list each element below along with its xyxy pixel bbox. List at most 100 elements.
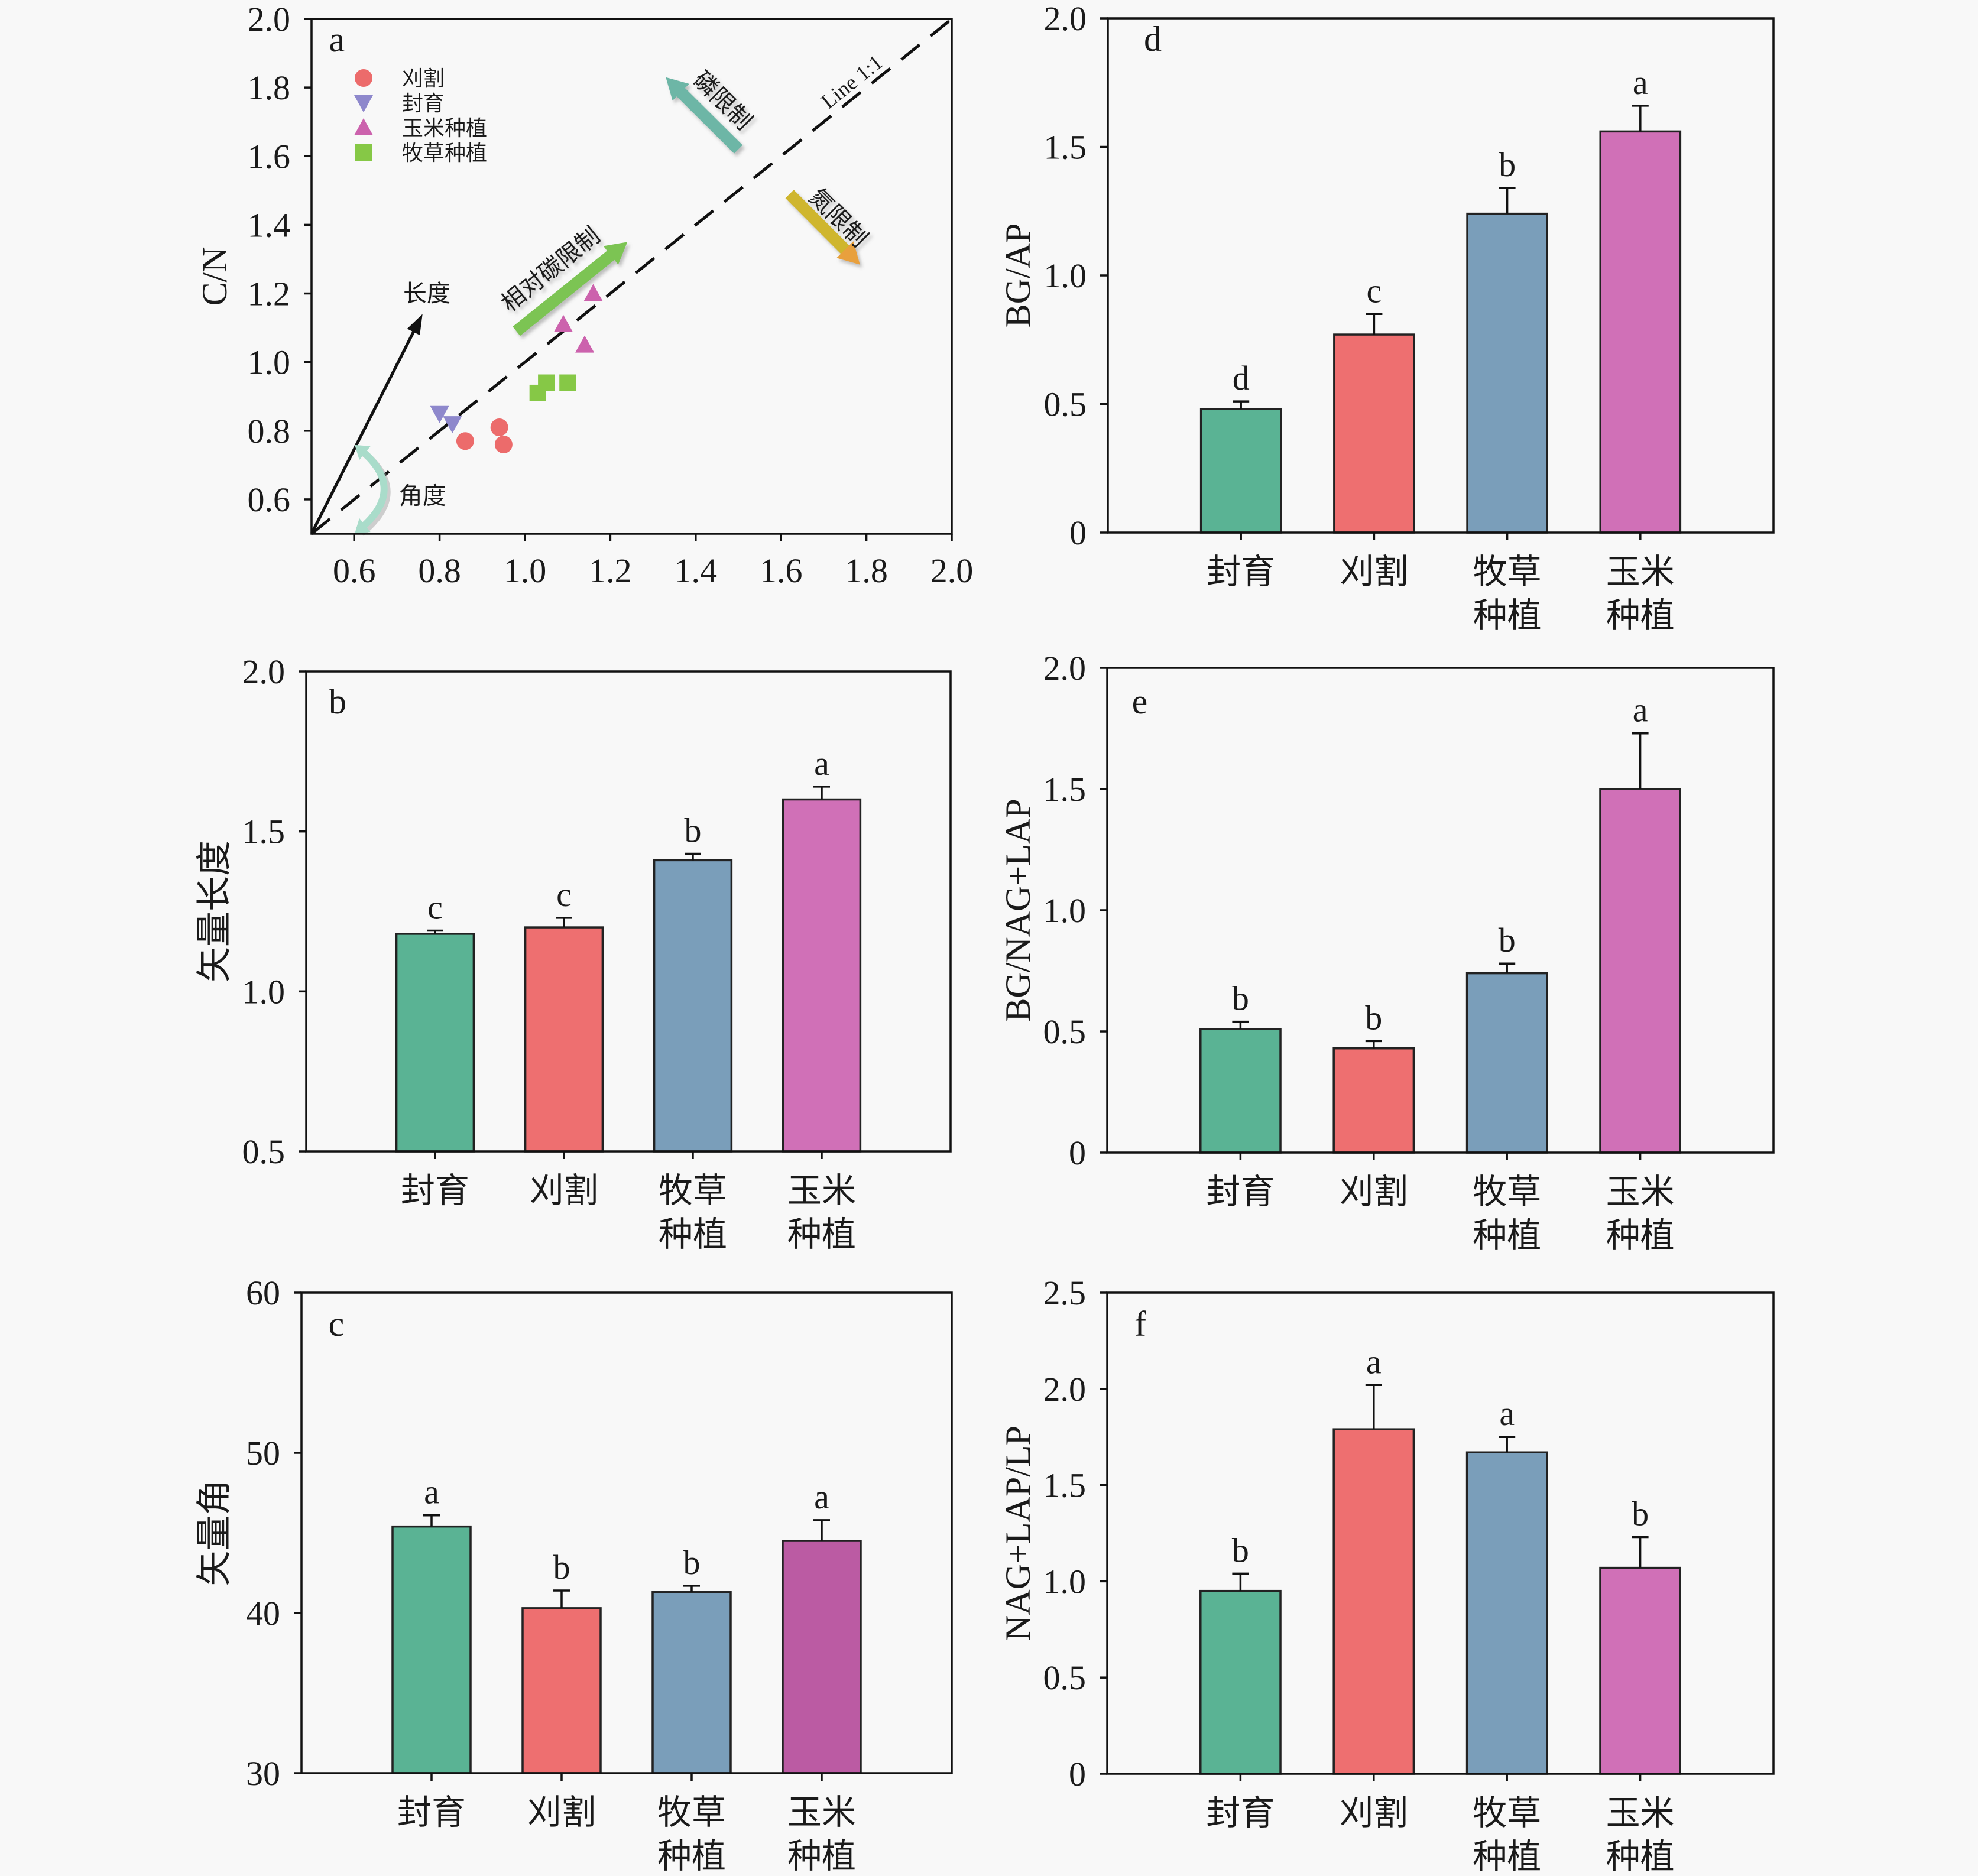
- length-label: 长度: [403, 280, 450, 307]
- bar: [1332, 1428, 1415, 1775]
- bar-group: b: [651, 1543, 732, 1774]
- y-axis-label: 矢量长度: [195, 840, 234, 982]
- legend-marker: [355, 69, 372, 87]
- panel-label: d: [1144, 20, 1162, 59]
- y-tick-label: 1.2: [248, 275, 291, 313]
- bar: [395, 933, 475, 1153]
- scatter-point: [494, 436, 513, 454]
- bar: [1332, 1047, 1415, 1154]
- significance-letter: b: [1232, 979, 1249, 1018]
- bar-group: b: [521, 1548, 602, 1774]
- y-axis-label: 矢量角: [195, 1480, 234, 1586]
- plot-frame: [1106, 1291, 1775, 1775]
- significance-letter: b: [685, 812, 702, 850]
- significance-letter: b: [1365, 998, 1382, 1037]
- annotation-p-limit: 磷限制: [666, 66, 757, 154]
- plot-frame: [310, 18, 953, 535]
- panel-d: 0 0.5 1.0 1.5 2.0 BG/AP d d 封育 c 刈割 b 牧草种植 a 玉米种植: [998, 0, 1775, 635]
- bar: [1199, 1589, 1282, 1775]
- x-tick-label: 种植: [787, 1215, 856, 1254]
- y-tick-label: 1.0: [242, 972, 286, 1011]
- x-tick-label: 1.0: [504, 551, 547, 590]
- significance-letter: c: [556, 875, 572, 914]
- y-tick-label: 2.5: [1043, 1274, 1087, 1312]
- legend-item: 刈割: [355, 67, 445, 90]
- relative-c-limit-arrow-head: [603, 242, 628, 265]
- significance-letter: c: [1367, 271, 1382, 310]
- x-tick-label: 牧草: [657, 1793, 726, 1832]
- x-tick-label: 1.4: [675, 551, 718, 590]
- panel-label: a: [329, 20, 345, 59]
- bar-group: b: [1599, 1495, 1681, 1775]
- y-tick-label: 1.5: [242, 813, 286, 851]
- legend-label: 牧草种植: [402, 141, 487, 165]
- scatter-point: [583, 284, 603, 301]
- bar: [782, 798, 862, 1153]
- bar: [1466, 212, 1548, 534]
- significance-letter: a: [1499, 1394, 1515, 1433]
- significance-letter: b: [1632, 1495, 1649, 1533]
- bar: [1199, 1028, 1282, 1154]
- x-tick-label: 牧草: [659, 1171, 727, 1210]
- y-tick-label: 1.4: [248, 206, 291, 244]
- bar-group: b: [1199, 1531, 1282, 1775]
- plot-frame: [1107, 17, 1775, 534]
- panel-label: c: [329, 1304, 345, 1343]
- x-tick-label: 封育: [1207, 553, 1275, 591]
- plot-frame: [300, 1291, 953, 1774]
- y-axis-label: BG/AP: [998, 223, 1037, 328]
- y-tick-label: 1.5: [1044, 128, 1087, 167]
- panel-label: b: [329, 682, 346, 721]
- bar: [1199, 408, 1282, 534]
- x-tick-label: 1.6: [760, 551, 803, 590]
- y-tick-label: 2.0: [1044, 0, 1087, 38]
- significance-letter: d: [1233, 359, 1250, 397]
- y-tick-label: 1.6: [248, 137, 291, 176]
- bar: [1599, 130, 1682, 534]
- length-arrow-head: [407, 314, 423, 336]
- x-tick-label: 玉米: [1606, 1794, 1675, 1832]
- y-tick-label: 2.0: [242, 653, 286, 691]
- y-tick-label: 0.5: [1044, 385, 1087, 424]
- x-tick-label: 1.2: [589, 551, 632, 590]
- angle-arc-head-end: [355, 518, 371, 534]
- panel-b: 0.5 1.0 1.5 2.0 矢量长度 b c 封育 c 刈割 b 牧草种植 a 玉米种植: [195, 653, 952, 1254]
- x-tick-label: 1.8: [845, 551, 888, 590]
- bar-group: a: [782, 1478, 862, 1774]
- y-tick-label: 0.8: [248, 412, 291, 450]
- y-tick-label: 0.6: [248, 481, 291, 519]
- x-tick-label: 种植: [1606, 596, 1675, 635]
- scatter-point: [538, 374, 555, 391]
- bar: [653, 859, 733, 1153]
- x-tick-label: 刈割: [1340, 553, 1408, 591]
- annotation-angle: 角度: [355, 444, 446, 536]
- legend-label: 封育: [402, 92, 445, 115]
- y-tick-label: 0.5: [1043, 1012, 1087, 1051]
- y-axis-label: C/N: [195, 246, 234, 306]
- x-tick-label: 刈割: [530, 1171, 598, 1210]
- bar-group: a: [1332, 1342, 1415, 1775]
- y-axis-label: BG/NAG+LAP: [998, 799, 1037, 1021]
- y-tick-label: 0: [1069, 514, 1087, 552]
- p-limit-label: 磷限制: [688, 66, 757, 135]
- bar: [651, 1591, 732, 1774]
- x-tick-label: 牧草: [1473, 1794, 1541, 1832]
- angle-arc: [356, 445, 388, 533]
- reference-line-label: Line 1:1: [816, 50, 887, 113]
- legend-marker: [354, 118, 373, 135]
- y-tick-label: 0: [1069, 1134, 1086, 1172]
- significance-letter: a: [1633, 691, 1648, 729]
- panel-label: e: [1132, 682, 1148, 721]
- bar-group: c: [395, 888, 475, 1153]
- significance-letter: b: [1232, 1531, 1249, 1569]
- x-tick-label: 玉米: [1606, 1173, 1675, 1211]
- annotation-relative-c-limit: 相对碳限制: [496, 222, 628, 336]
- scatter-point: [490, 418, 508, 436]
- legend-label: 玉米种植: [402, 116, 487, 140]
- significance-letter: a: [1366, 1342, 1382, 1381]
- bar-group: c: [524, 875, 604, 1153]
- y-tick-label: 60: [246, 1274, 280, 1312]
- bar: [1599, 788, 1681, 1154]
